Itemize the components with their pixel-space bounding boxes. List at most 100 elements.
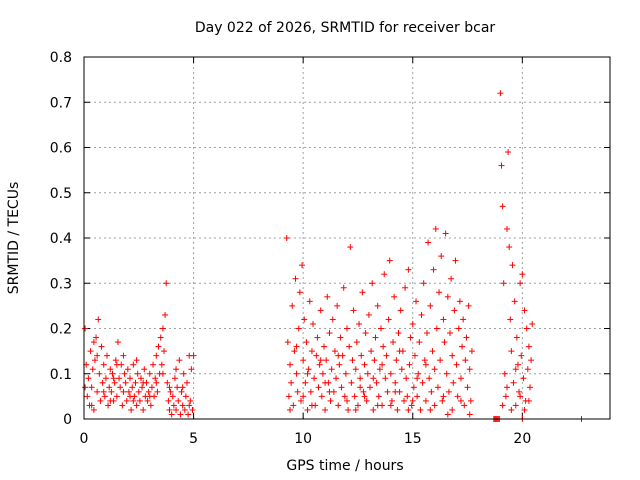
data-point [393, 357, 400, 364]
data-point [431, 402, 438, 409]
data-point [367, 384, 374, 391]
data-point [353, 339, 360, 346]
data-point [294, 388, 301, 395]
data-point [405, 266, 412, 273]
data-point [387, 370, 394, 377]
data-point [187, 397, 194, 404]
data-point [335, 402, 342, 409]
data-point [501, 370, 508, 377]
data-point [363, 397, 370, 404]
data-point [350, 307, 357, 314]
data-point [150, 361, 157, 368]
data-point [498, 162, 505, 169]
data-point [434, 384, 441, 391]
data-point [357, 375, 364, 382]
data-point [457, 375, 464, 382]
data-point [296, 289, 303, 296]
data-point [105, 402, 112, 409]
data-point [326, 388, 333, 395]
data-point [409, 397, 416, 404]
data-point [100, 388, 107, 395]
data-point [356, 320, 363, 327]
data-point [370, 406, 377, 413]
data-point [97, 397, 104, 404]
data-point [436, 289, 443, 296]
data-point [177, 411, 184, 418]
data-point [467, 397, 474, 404]
data-point [497, 90, 504, 97]
data-point [422, 361, 429, 368]
data-point [91, 357, 98, 364]
data-point [362, 330, 369, 337]
data-point [468, 348, 475, 355]
data-point [394, 406, 401, 413]
data-point [426, 375, 433, 382]
data-point [121, 370, 128, 377]
data-point [457, 397, 464, 404]
data-point [173, 366, 180, 373]
data-point [406, 361, 413, 368]
data-point [418, 311, 425, 318]
data-point [405, 406, 412, 413]
data-point [518, 352, 525, 359]
data-point [174, 384, 181, 391]
data-point [293, 370, 300, 377]
data-point [128, 406, 135, 413]
data-point [368, 348, 375, 355]
data-point [415, 370, 422, 377]
data-point [413, 298, 420, 305]
data-point [322, 379, 329, 386]
data-point [173, 406, 180, 413]
data-point [94, 352, 101, 359]
data-point [130, 361, 137, 368]
data-point [376, 366, 383, 373]
data-point [322, 406, 329, 413]
data-point [460, 316, 467, 323]
data-point [116, 375, 123, 382]
data-point [391, 293, 398, 300]
data-point [189, 406, 196, 413]
data-point [437, 357, 444, 364]
data-point [440, 316, 447, 323]
chart-title: Day 022 of 2026, SRMTID for receiver bca… [195, 20, 496, 36]
data-point [85, 375, 92, 382]
x-tick-label: 15 [404, 431, 422, 447]
data-point [448, 275, 455, 282]
data-point [449, 406, 456, 413]
data-point [320, 343, 327, 350]
data-point [304, 370, 311, 377]
data-point [403, 375, 410, 382]
data-point [442, 230, 449, 237]
plot-frame [83, 56, 611, 420]
data-point [513, 334, 520, 341]
data-point [108, 388, 115, 395]
data-point [113, 393, 120, 400]
data-point [529, 320, 536, 327]
data-point [372, 334, 379, 341]
data-point [317, 357, 324, 364]
data-point [358, 352, 365, 359]
data-point [166, 384, 173, 391]
data-point [351, 393, 358, 400]
data-point [162, 311, 169, 318]
data-point [145, 388, 152, 395]
data-point [381, 271, 388, 278]
data-point [459, 343, 466, 350]
data-point [147, 402, 154, 409]
data-point [120, 352, 127, 359]
data-point [507, 316, 514, 323]
data-point [392, 388, 399, 395]
data-point [307, 388, 314, 395]
data-point [305, 366, 312, 373]
data-point [148, 384, 155, 391]
data-point [521, 406, 528, 413]
data-point [346, 343, 353, 350]
data-point [527, 384, 534, 391]
data-point [499, 402, 506, 409]
data-point [453, 361, 460, 368]
data-point [509, 262, 516, 269]
data-point [112, 357, 119, 364]
data-point [500, 280, 507, 287]
data-point [400, 397, 407, 404]
data-point [348, 379, 355, 386]
